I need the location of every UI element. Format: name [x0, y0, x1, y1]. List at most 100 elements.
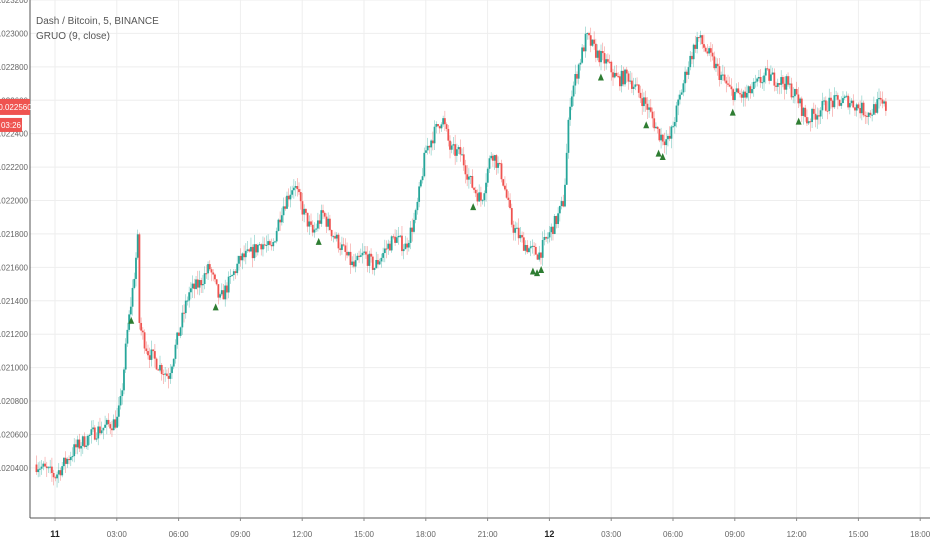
- candle-body: [351, 261, 354, 266]
- candle-body: [871, 114, 874, 116]
- x-tick-label: 11: [50, 529, 60, 539]
- candle-body: [694, 44, 697, 49]
- candle-body: [783, 83, 786, 90]
- candle-body: [687, 67, 690, 75]
- candle-body: [186, 300, 189, 302]
- candle-body: [497, 163, 499, 168]
- candle-body: [500, 163, 503, 180]
- candle-body: [85, 445, 88, 447]
- candle-body: [358, 255, 360, 257]
- candle-body: [514, 228, 517, 233]
- candle-body: [438, 126, 441, 129]
- candle-body: [214, 274, 216, 280]
- candle-body: [224, 285, 227, 300]
- candle-body: [737, 88, 740, 94]
- candle-body: [157, 369, 160, 371]
- candle-body: [564, 184, 566, 207]
- candle-body: [169, 373, 172, 379]
- candle-body: [310, 221, 312, 225]
- candle-body: [644, 97, 647, 104]
- candle-body: [708, 48, 711, 54]
- candle-body: [761, 82, 764, 84]
- candle-body: [862, 102, 865, 116]
- candle-body: [138, 234, 141, 323]
- candle-body: [179, 327, 182, 336]
- candle-body: [751, 89, 753, 94]
- candle-body: [476, 193, 479, 202]
- candle-body: [153, 351, 156, 359]
- candle-body: [112, 419, 115, 431]
- candle-body: [262, 244, 264, 250]
- candle-body: [239, 255, 242, 261]
- candle-body: [740, 94, 743, 98]
- candle-body: [435, 123, 438, 127]
- candle-body: [721, 74, 724, 76]
- y-tick-label: 0.022000: [0, 197, 29, 206]
- candle-body: [188, 292, 191, 301]
- candle-body: [711, 52, 714, 57]
- buy-signal-triangle: [729, 108, 736, 116]
- candle-body: [69, 456, 72, 461]
- candle-body: [552, 226, 554, 235]
- candle-body: [291, 190, 294, 195]
- candle-body: [454, 144, 457, 156]
- candle-body: [47, 467, 50, 469]
- symbol-title[interactable]: Dash / Bitcoin, 5, BINANCE: [36, 16, 159, 27]
- candle-body: [739, 93, 741, 95]
- candle-body: [576, 74, 578, 79]
- candle-body: [806, 117, 808, 124]
- candle-body: [828, 97, 831, 111]
- candle-body: [589, 35, 592, 46]
- candle-body: [764, 68, 767, 76]
- candle-body: [119, 396, 122, 406]
- candle-body: [304, 208, 307, 213]
- buy-signal-triangle: [315, 237, 322, 245]
- candle-body: [411, 227, 414, 232]
- candle-body: [716, 63, 719, 67]
- x-tick-label: 06:00: [169, 530, 190, 539]
- candle-body: [553, 215, 556, 235]
- candle-body: [498, 163, 501, 165]
- candle-body: [97, 426, 100, 439]
- candle-body: [95, 438, 98, 440]
- candle-body: [219, 294, 221, 298]
- x-tick-label: 09:00: [230, 530, 251, 539]
- candle-body: [322, 210, 324, 213]
- candle-body: [203, 273, 206, 284]
- candle-body: [275, 230, 278, 242]
- candle-body: [872, 104, 875, 115]
- candle-body: [423, 152, 426, 177]
- candle-body: [759, 77, 762, 83]
- candle-body: [75, 444, 77, 448]
- candle-body: [88, 435, 91, 437]
- candle-body: [177, 332, 180, 336]
- candle-body: [44, 463, 46, 467]
- candle-body: [601, 51, 604, 54]
- candle-body: [656, 126, 659, 129]
- candle-body: [38, 468, 41, 470]
- indicator-label[interactable]: GRUO (9, close): [36, 31, 110, 42]
- countdown-label: 03:26: [1, 121, 22, 130]
- candle-body: [629, 80, 632, 82]
- candle-body: [845, 95, 848, 97]
- candle-body: [634, 84, 637, 87]
- candle-body: [431, 140, 434, 144]
- y-tick-label: 0.023200: [0, 0, 29, 5]
- candle-body: [375, 260, 378, 269]
- candle-body: [725, 80, 728, 84]
- candle-body: [165, 373, 168, 376]
- candle-body: [366, 254, 369, 266]
- candle-body: [661, 134, 664, 142]
- candle-body: [704, 47, 707, 52]
- y-tick-label: 0.022200: [0, 163, 29, 172]
- candle-body: [677, 99, 680, 106]
- candle-body: [126, 329, 129, 344]
- candle-body: [99, 426, 101, 434]
- candle-body: [361, 252, 364, 256]
- candle-body: [685, 71, 688, 75]
- y-tick-label: 0.022800: [0, 63, 29, 72]
- candle-body: [473, 187, 475, 190]
- candle-body: [241, 253, 244, 261]
- candle-body: [299, 192, 302, 202]
